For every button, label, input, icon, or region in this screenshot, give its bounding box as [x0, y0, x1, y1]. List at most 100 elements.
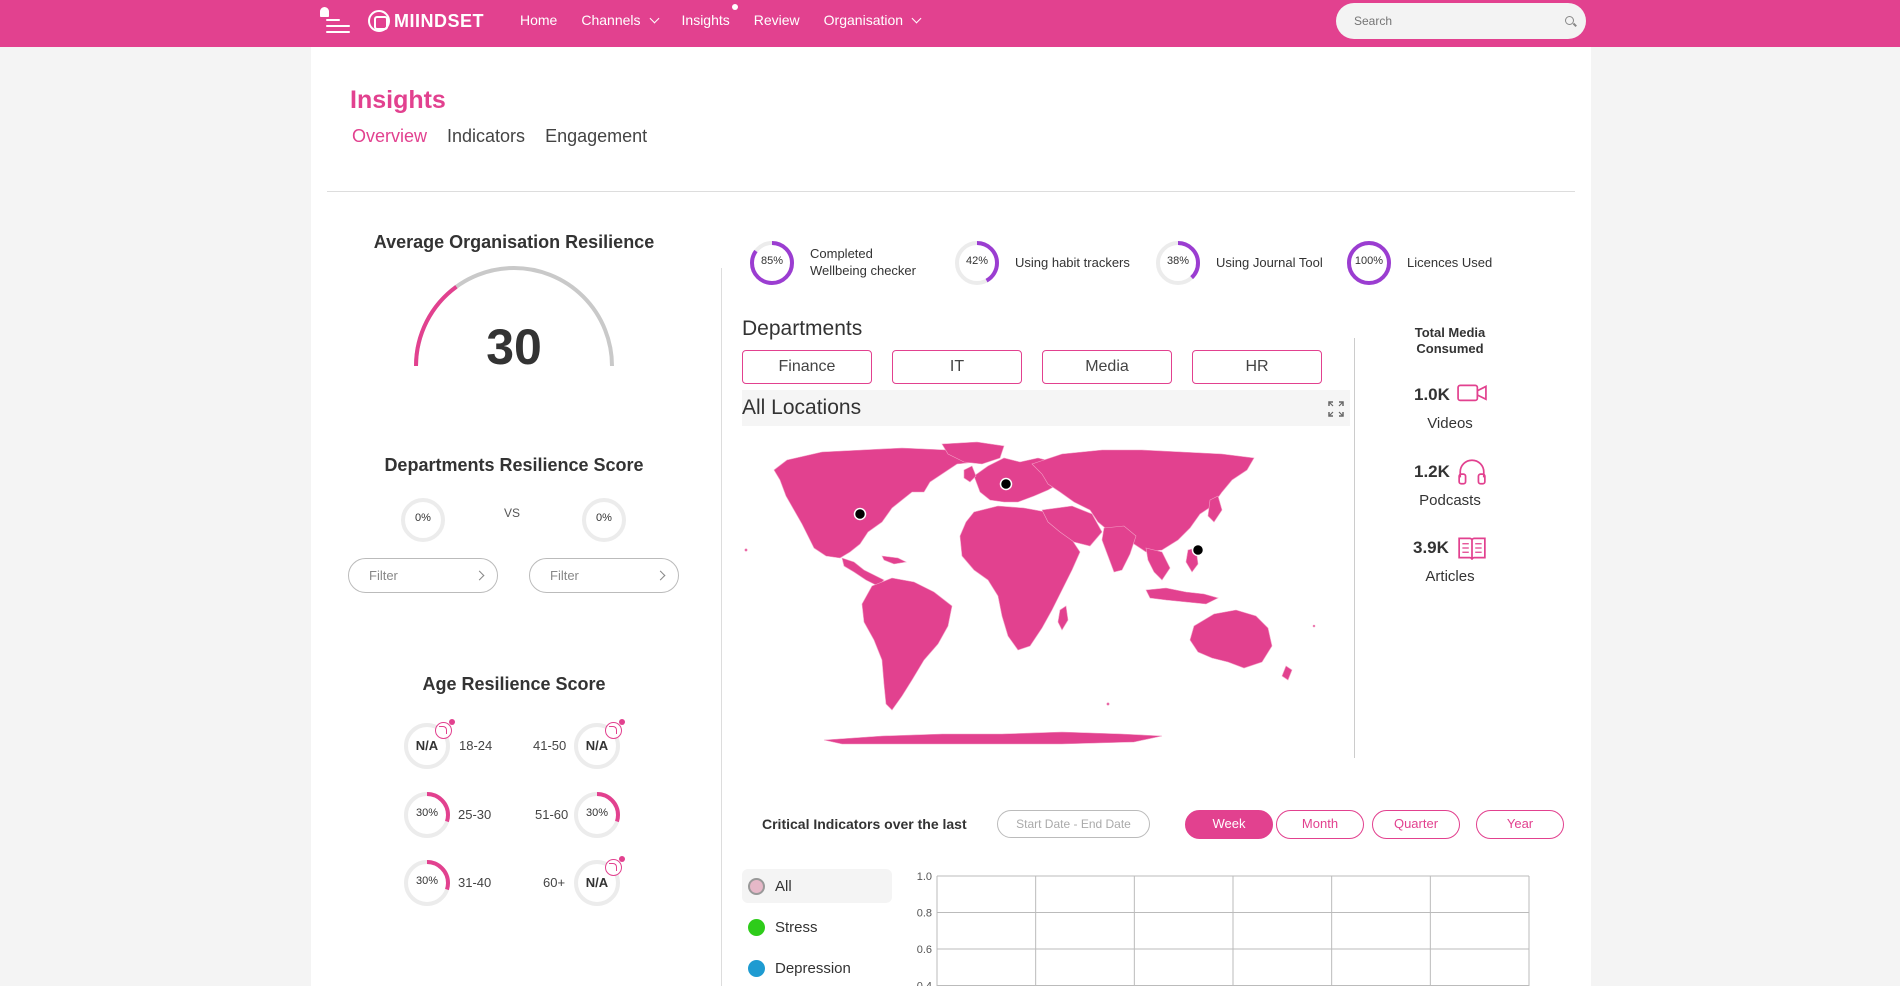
age-range-label: 18-24 — [459, 738, 493, 753]
page-title: Insights — [350, 86, 446, 114]
filter-placeholder: Filter — [550, 568, 579, 583]
department-button-finance[interactable]: Finance — [742, 350, 872, 384]
map-region-north-america — [773, 447, 983, 559]
nav-item-review[interactable]: Review — [754, 12, 800, 28]
expand-icon[interactable] — [1328, 401, 1344, 417]
search-input[interactable] — [1336, 3, 1536, 39]
map-region-south-america — [861, 577, 953, 711]
notifications-menu-icon[interactable] — [318, 6, 352, 34]
nav-item-channels[interactable]: Channels — [581, 12, 659, 28]
resilience-title: Average Organisation Resilience — [373, 232, 655, 252]
nav-item-label: Channels — [581, 12, 641, 28]
stat-label: Licences Used — [1407, 255, 1493, 270]
world-map[interactable] — [742, 440, 1322, 760]
departments-title: Departments — [742, 317, 863, 340]
age-info-icon[interactable] — [605, 719, 625, 739]
media-label-podcasts: Podcasts — [1419, 492, 1481, 509]
department-score-left-ring — [401, 498, 445, 542]
age-range-label: 25-30 — [458, 807, 492, 822]
map-region-indonesia — [1145, 587, 1219, 605]
tab-indicators[interactable]: Indicators — [447, 126, 526, 146]
search-icon[interactable] — [1565, 16, 1574, 25]
age-info-icon[interactable] — [435, 719, 455, 739]
period-button-quarter[interactable]: Quarter — [1372, 810, 1460, 839]
map-region-southeast-asia — [1145, 547, 1171, 581]
chevron-right-icon — [474, 570, 485, 581]
map-region-madagascar — [1057, 605, 1069, 631]
department-filter-right[interactable]: Filter — [529, 558, 679, 593]
map-marker-asia — [1191, 543, 1205, 557]
y-tick-label: 0.8 — [917, 908, 932, 920]
age-info-icon[interactable] — [605, 856, 625, 876]
map-region-asia — [1031, 449, 1255, 553]
gauge-fill — [414, 285, 458, 367]
legend-item-stress[interactable]: Stress — [742, 910, 892, 944]
menu-line — [326, 19, 340, 21]
department-filter-left[interactable]: Filter — [348, 558, 498, 593]
legend-item-all[interactable]: All — [742, 869, 892, 903]
stat-ring-1 — [955, 241, 999, 285]
age-ring-25-30 — [404, 792, 450, 838]
stat-label: Using Journal Tool — [1216, 255, 1323, 270]
period-button-year[interactable]: Year — [1476, 810, 1564, 839]
age-ring-60+-value: N/A — [585, 875, 609, 890]
tab-engagement[interactable]: Engagement — [545, 126, 648, 146]
age-ring-25-30-value: 30% — [415, 807, 439, 819]
media-divider — [1354, 338, 1355, 758]
stat-ring-0-value: 85% — [760, 255, 784, 267]
chevron-right-icon — [655, 570, 666, 581]
legend-swatch — [748, 877, 765, 895]
notification-dot — [731, 4, 738, 10]
map-region-new-zealand — [1281, 665, 1293, 681]
brand-name: MIINDSET — [394, 10, 485, 31]
age-ring-51-60-value: 30% — [585, 807, 609, 819]
departments-score-title: Departments Resilience Score — [384, 455, 644, 475]
media-count-podcasts: 1.2K — [1414, 462, 1450, 481]
legend-item-depression[interactable]: Depression — [742, 951, 892, 985]
nav-item-organisation[interactable]: Organisation — [824, 12, 922, 28]
age-ring-51-60 — [574, 792, 620, 838]
legend-label: All — [775, 877, 792, 895]
y-tick-label: 0.4 — [917, 981, 932, 986]
locations-title: All Locations — [742, 396, 862, 419]
y-tick-label: 1.0 — [917, 871, 932, 883]
date-range-input[interactable]: Start Date - End Date — [997, 810, 1150, 838]
nav-item-insights[interactable]: Insights — [682, 4, 738, 28]
logo-mark-icon — [368, 10, 390, 32]
video-icon — [1457, 384, 1487, 402]
period-button-month[interactable]: Month — [1276, 810, 1364, 839]
top-navigation-bar: MIINDSET Home Channels Insights Review Organ… — [0, 0, 1900, 47]
menu-line — [326, 31, 350, 33]
age-range-label: 41-50 — [533, 738, 567, 753]
critical-indicators-label: Critical Indicators over the last — [762, 816, 967, 832]
nav-item-home[interactable]: Home — [520, 12, 557, 28]
department-button-media[interactable]: Media — [1042, 350, 1172, 384]
media-label-videos: Videos — [1427, 415, 1473, 432]
map-region-australia — [1189, 609, 1273, 669]
tab-overview[interactable]: Overview — [352, 126, 428, 146]
map-region-uk — [963, 465, 977, 483]
column-divider — [721, 268, 722, 986]
media-count-videos: 1.0K — [1414, 385, 1450, 404]
chevron-down-icon — [911, 13, 922, 23]
brand-logo[interactable]: MIINDSET — [368, 9, 484, 33]
stat-label: Completed Wellbeing checker — [810, 246, 916, 278]
bell-icon — [320, 7, 329, 17]
media-title: Total Media Consumed — [1414, 325, 1486, 356]
nav-item-label: Home — [520, 12, 558, 28]
map-region-antarctica — [823, 731, 1163, 745]
map-region-middle-east — [1041, 505, 1103, 547]
filter-placeholder: Filter — [369, 568, 398, 583]
map-region-japan — [1207, 495, 1223, 523]
department-button-hr[interactable]: HR — [1192, 350, 1322, 384]
legend-label: Depression — [775, 959, 851, 977]
period-button-week[interactable]: Week — [1185, 810, 1273, 839]
search-box[interactable] — [1336, 3, 1586, 39]
legend-swatch — [748, 918, 765, 936]
book-icon — [1458, 537, 1486, 560]
age-ring-41-50-value: N/A — [585, 738, 609, 753]
stat-ring-2-value: 38% — [1166, 255, 1190, 267]
department-button-it[interactable]: IT — [892, 350, 1022, 384]
age-ring-31-40 — [404, 860, 450, 906]
map-marker-usa — [853, 507, 867, 521]
